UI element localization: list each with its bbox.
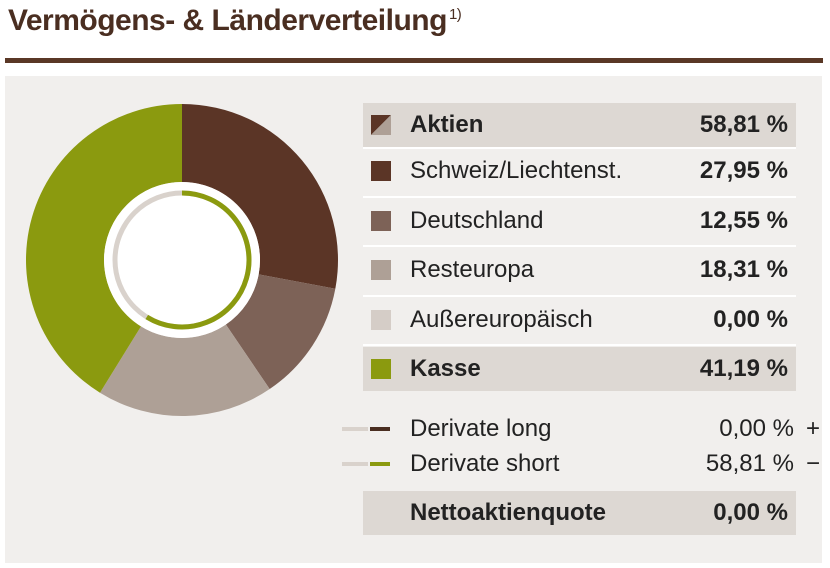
split-swatch-icon bbox=[371, 115, 391, 135]
row-label: Resteuropa bbox=[410, 256, 535, 283]
row-value: 58,81 % bbox=[699, 111, 788, 138]
row-label: Schweiz/Liechtenst. bbox=[410, 157, 623, 184]
slice-schweiz bbox=[182, 104, 338, 289]
row-label: Kasse bbox=[410, 355, 481, 382]
row-separator bbox=[363, 295, 796, 297]
row-separator bbox=[363, 147, 796, 149]
row-value: 0,00 % bbox=[713, 499, 788, 526]
row-aussereuropaeisch: Außereuropäisch 0,00 % bbox=[363, 298, 796, 342]
donut-center bbox=[104, 182, 260, 338]
row-label: Außereuropäisch bbox=[410, 306, 593, 333]
row-value: 18,31 % bbox=[699, 256, 788, 283]
aussereuropaeisch-swatch-icon bbox=[371, 310, 391, 330]
row-aktien: Aktien 58,81 % bbox=[363, 103, 796, 147]
row-label: Derivate short bbox=[410, 450, 560, 477]
donut-chart bbox=[25, 104, 338, 417]
resteuropa-swatch-icon bbox=[371, 260, 391, 280]
swatch-light bbox=[371, 115, 391, 135]
row-label: Nettoaktienquote bbox=[410, 499, 607, 526]
derivate-long-legend-icon bbox=[342, 427, 390, 431]
row-separator bbox=[363, 245, 796, 247]
row-schweiz: Schweiz/Liechtenst. 27,95 % bbox=[363, 149, 796, 193]
slice-deutschland bbox=[225, 274, 336, 390]
ring-derivate-short bbox=[145, 190, 252, 330]
footnote-marker: 1) bbox=[448, 6, 462, 23]
slice-kasse bbox=[25, 104, 183, 393]
page-title: Vermögens- & Länderverteilung 1) bbox=[8, 4, 462, 37]
slice-resteuropa bbox=[99, 324, 270, 417]
title-rule bbox=[5, 58, 823, 63]
row-label: Derivate long bbox=[410, 415, 552, 442]
row-kasse: Kasse 41,19 % bbox=[363, 347, 796, 391]
row-sign: − bbox=[805, 450, 820, 477]
kasse-swatch-icon bbox=[371, 359, 391, 379]
schweiz-swatch-icon bbox=[371, 161, 391, 181]
row-value: 41,19 % bbox=[699, 355, 788, 382]
row-value: 0,00 % bbox=[719, 415, 794, 442]
row-resteuropa: Resteuropa 18,31 % bbox=[363, 248, 796, 292]
row-separator bbox=[363, 196, 796, 198]
row-separator bbox=[363, 344, 796, 346]
row-value: 58,81 % bbox=[705, 450, 794, 477]
row-derivate-long: Derivate long 0,00 % + bbox=[342, 413, 820, 445]
row-nettoaktienquote: Nettoaktienquote 0,00 % bbox=[363, 491, 796, 535]
row-value: 12,55 % bbox=[699, 207, 788, 234]
deutschland-swatch-icon bbox=[371, 211, 391, 231]
row-sign: + bbox=[805, 415, 820, 442]
row-value: 0,00 % bbox=[713, 306, 788, 333]
row-value: 27,95 % bbox=[699, 157, 788, 184]
row-label: Deutschland bbox=[410, 207, 544, 234]
row-label: Aktien bbox=[410, 111, 484, 138]
row-derivate-short: Derivate short 58,81 % − bbox=[342, 448, 820, 480]
row-deutschland: Deutschland 12,55 % bbox=[363, 199, 796, 243]
derivate-short-legend-icon bbox=[342, 462, 390, 466]
